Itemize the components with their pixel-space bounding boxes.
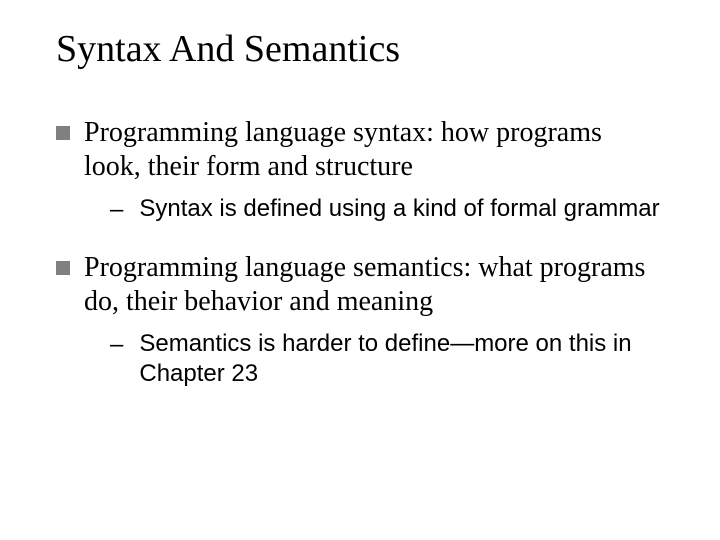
bullet-level2: – Semantics is harder to define—more on …	[110, 329, 664, 389]
bullet-text: Programming language semantics: what pro…	[84, 251, 664, 319]
bullet-level1: Programming language syntax: how program…	[56, 116, 664, 184]
bullet-level2: – Syntax is defined using a kind of form…	[110, 194, 664, 225]
square-bullet-icon	[56, 126, 70, 140]
square-bullet-icon	[56, 261, 70, 275]
bullet-level1: Programming language semantics: what pro…	[56, 251, 664, 319]
bullet-text: Programming language syntax: how program…	[84, 116, 664, 184]
dash-bullet-icon: –	[110, 195, 123, 225]
slide: Syntax And Semantics Programming languag…	[0, 0, 720, 540]
dash-bullet-icon: –	[110, 330, 123, 360]
sub-bullet-text: Semantics is harder to define—more on th…	[139, 329, 664, 389]
slide-title: Syntax And Semantics	[56, 28, 664, 72]
sub-bullet-text: Syntax is defined using a kind of formal…	[139, 194, 664, 224]
